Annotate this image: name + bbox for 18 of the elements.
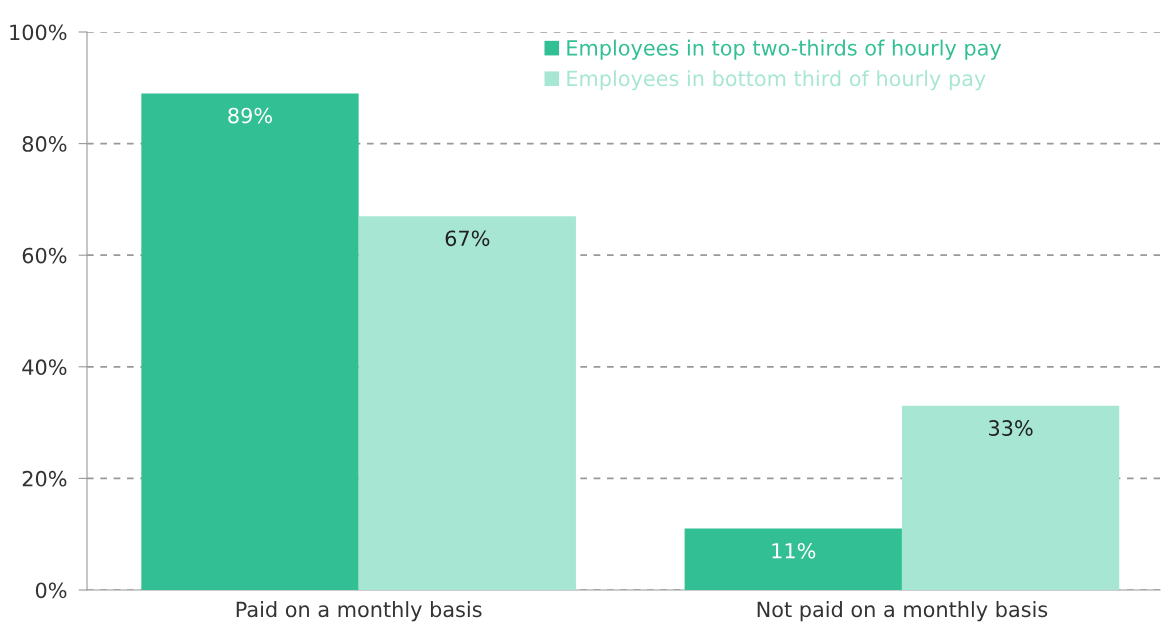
y-tick-label: 60% (22, 247, 67, 264)
data-label: 11% (772, 542, 816, 559)
data-label: 89% (228, 107, 272, 124)
y-tick-label: 40% (22, 359, 67, 376)
legend-label: Employees in top two-thirds of hourly pay (567, 39, 1002, 60)
bar (141, 93, 359, 590)
y-tick-label: 0% (35, 582, 67, 599)
bar (901, 405, 1120, 590)
x-tick-label: Paid on a monthly basis (236, 601, 482, 622)
y-tick-label: 100% (10, 24, 67, 41)
x-tick-label: Not paid on a monthly basis (757, 601, 1048, 622)
y-tick-label: 80% (22, 136, 67, 152)
bar (358, 216, 576, 590)
y-tick-label: 20% (22, 470, 67, 487)
data-label: 33% (989, 420, 1033, 436)
legend-label: Employees in bottom third of hourly pay (567, 70, 986, 91)
data-label: 67% (445, 230, 490, 247)
bar (684, 528, 902, 590)
